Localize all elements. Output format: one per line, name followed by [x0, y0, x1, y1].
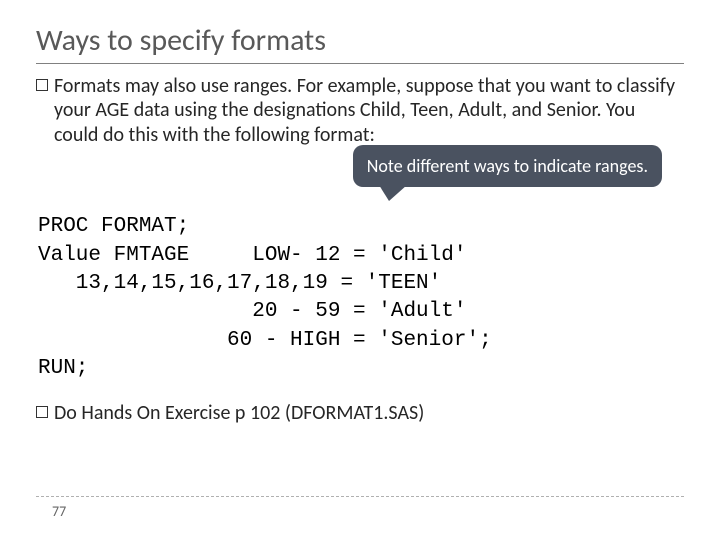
footer: 77	[0, 496, 720, 520]
bullet-item-2: Do Hands On Exercise p 102 (DFORMAT1.SAS…	[36, 401, 684, 425]
paragraph-2: Do Hands On Exercise p 102 (DFORMAT1.SAS…	[54, 401, 424, 425]
page-number: 77	[36, 503, 684, 520]
footer-divider	[36, 496, 684, 497]
code-line-4: 20 - 59 = 'Adult'	[38, 300, 466, 323]
callout-region: Note different ways to indicate ranges.	[36, 153, 684, 213]
square-bullet-icon	[36, 79, 48, 91]
title-underline	[36, 63, 684, 64]
bullet-item-1: Formats may also use ranges. For example…	[36, 74, 684, 147]
square-bullet-icon	[36, 406, 48, 418]
slide: Ways to specify formats Formats may also…	[0, 0, 720, 540]
code-line-2: Value FMTAGE LOW- 12 = 'Child'	[38, 244, 466, 267]
paragraph-1: Formats may also use ranges. For example…	[54, 74, 684, 147]
note-callout: Note different ways to indicate ranges.	[353, 145, 662, 187]
code-line-1: PROC FORMAT;	[38, 215, 189, 238]
code-line-6: RUN;	[38, 357, 88, 380]
slide-title: Ways to specify formats	[36, 22, 684, 59]
code-line-5: 60 - HIGH = 'Senior';	[38, 329, 492, 352]
code-block: PROC FORMAT; Value FMTAGE LOW- 12 = 'Chi…	[38, 213, 684, 383]
code-line-3: 13,14,15,16,17,18,19 = 'TEEN'	[38, 272, 441, 295]
